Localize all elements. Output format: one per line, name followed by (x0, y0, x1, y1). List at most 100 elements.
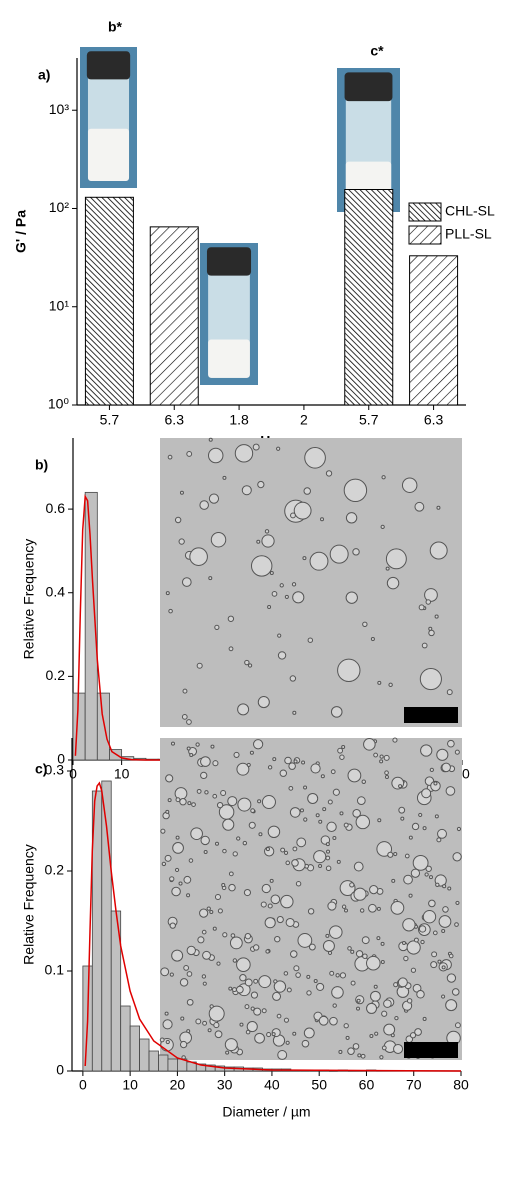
droplet (421, 642, 428, 649)
droplet (429, 541, 448, 560)
droplet (322, 807, 327, 812)
x-tick-label: 0 (79, 1077, 87, 1093)
droplet (180, 1016, 185, 1021)
droplet (339, 754, 345, 760)
droplet (428, 875, 433, 880)
droplet (172, 842, 184, 854)
droplet (266, 1032, 272, 1038)
droplet (447, 886, 452, 891)
droplet (273, 980, 287, 993)
droplet (330, 769, 336, 775)
droplet (236, 762, 250, 776)
droplet (250, 808, 256, 814)
droplet (306, 974, 311, 979)
droplet (393, 1043, 404, 1054)
droplet (301, 1039, 310, 1048)
droplet (401, 477, 418, 493)
droplet (418, 925, 427, 933)
droplet (277, 651, 287, 660)
droplet (362, 953, 368, 959)
droplet (179, 798, 187, 806)
y-axis-label: Relative Frequency (21, 844, 37, 965)
droplet (213, 1022, 220, 1029)
droplet (273, 979, 278, 984)
droplet (313, 979, 318, 984)
droplet (429, 767, 434, 773)
droplet (350, 980, 356, 986)
droplet (448, 953, 454, 959)
panel-label: b) (35, 457, 48, 473)
droplet (250, 555, 273, 577)
droplet (328, 925, 343, 939)
x-tick-label: 60 (359, 1077, 375, 1093)
droplet (433, 781, 438, 786)
droplet (361, 779, 367, 785)
droplet (216, 801, 224, 809)
droplet (237, 797, 252, 812)
droplet (391, 878, 396, 883)
droplet (302, 556, 307, 561)
droplet (420, 939, 425, 945)
y-tick-label: 0.2 (46, 667, 66, 683)
droplet (272, 757, 277, 762)
droplet (424, 588, 438, 602)
x-tick-label: 10 (122, 1077, 138, 1093)
droplet (366, 955, 381, 971)
droplet (355, 950, 364, 958)
droplet (307, 637, 314, 643)
droplet (201, 929, 207, 935)
droplet (383, 754, 390, 761)
x-tick-label: 0 (69, 766, 77, 782)
droplet (186, 971, 193, 977)
droplet (406, 998, 413, 1004)
droplet (200, 835, 210, 846)
droplet (195, 1018, 202, 1025)
droplet (214, 1030, 223, 1039)
droplet (428, 629, 435, 637)
droplet (212, 760, 219, 767)
droplet (412, 854, 429, 871)
droplet (430, 961, 438, 969)
droplet (167, 454, 173, 460)
droplet (260, 901, 267, 908)
droplet (392, 737, 398, 743)
droplet (232, 958, 238, 963)
droplet (303, 1027, 315, 1039)
droplet (208, 447, 224, 464)
y-tick-label: 0.4 (46, 583, 66, 599)
droplet (325, 865, 332, 872)
droplet (381, 1045, 387, 1051)
droplet (325, 470, 333, 477)
droplet (293, 965, 300, 972)
droplet (257, 799, 262, 804)
droplet (329, 544, 349, 564)
droplet (253, 978, 259, 984)
droplet (232, 987, 237, 993)
droplet (243, 888, 252, 897)
droplet (289, 675, 297, 682)
droplet (209, 909, 214, 914)
droplet (207, 1028, 212, 1033)
droplet (235, 985, 244, 994)
droplet (404, 853, 410, 859)
droplet (347, 946, 352, 951)
droplet (347, 768, 362, 783)
droplet (280, 847, 286, 853)
droplet (197, 936, 205, 944)
droplet (271, 1032, 276, 1037)
droplet (228, 883, 236, 892)
droplet (239, 1022, 244, 1027)
x-tick-label: 40 (264, 1077, 280, 1093)
droplet (436, 748, 449, 761)
droplet (288, 762, 296, 770)
droplet (304, 446, 326, 469)
droplet (189, 547, 208, 566)
droplet (380, 960, 385, 965)
histogram-bar (84, 491, 98, 761)
histogram-bar (167, 1058, 178, 1072)
droplet (329, 970, 335, 976)
photo-cap (344, 72, 393, 102)
panel-label: c) (35, 761, 47, 777)
droplet (343, 1023, 349, 1029)
droplet (206, 906, 211, 911)
